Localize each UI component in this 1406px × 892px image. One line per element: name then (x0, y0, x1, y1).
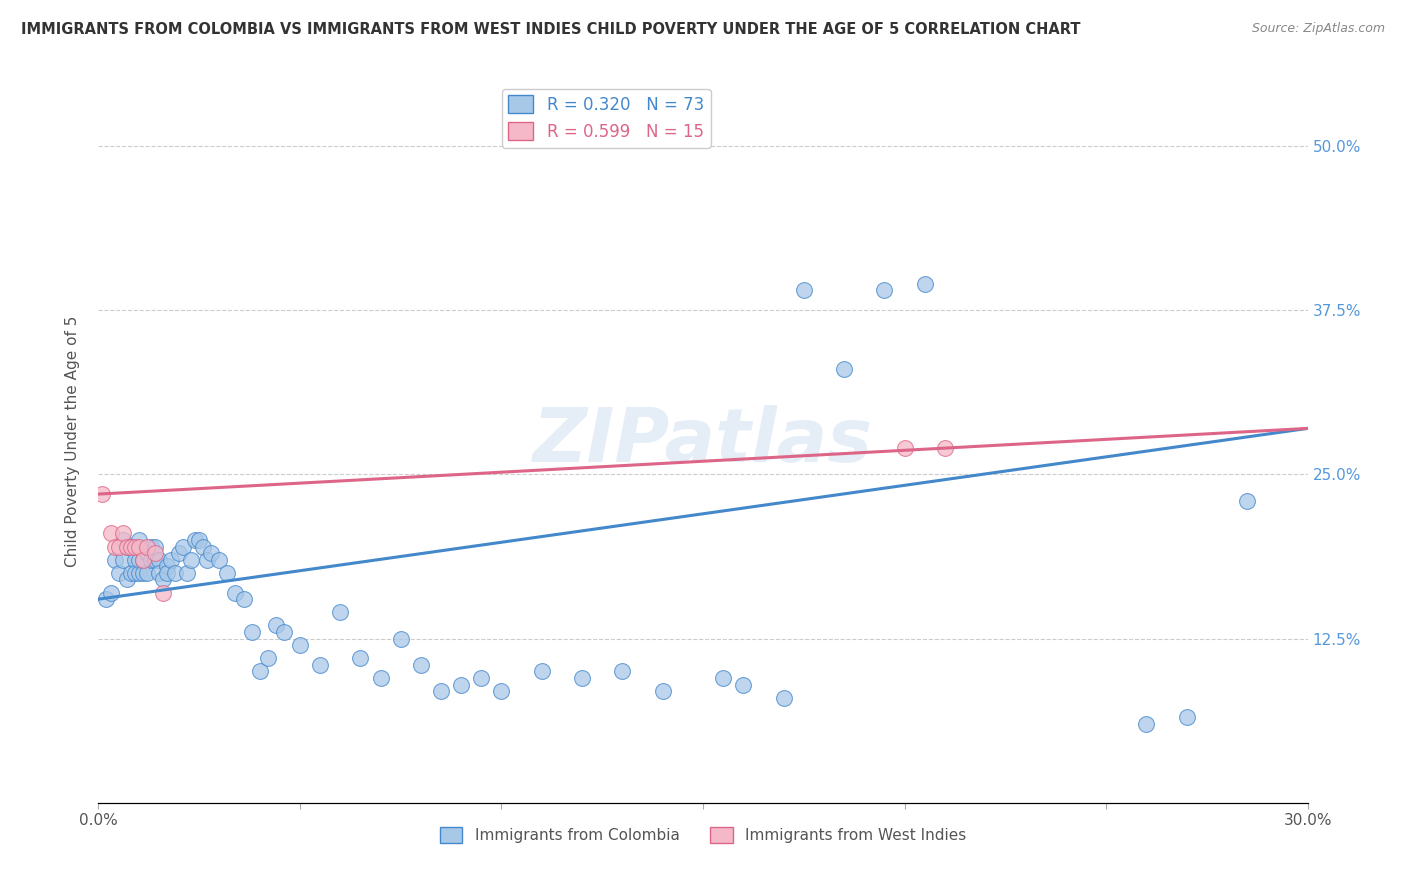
Point (91, 487, 114, 501)
Point (232, 592, 254, 607)
Point (217, 566, 239, 580)
Point (530, 665, 553, 679)
Point (111, 533, 134, 547)
Point (193, 540, 215, 554)
Point (389, 632, 412, 646)
Point (107, 566, 129, 580)
Point (893, 441, 915, 455)
Point (115, 573, 138, 587)
Point (160, 553, 183, 567)
Text: IMMIGRANTS FROM COLOMBIA VS IMMIGRANTS FROM WEST INDIES CHILD POVERTY UNDER THE : IMMIGRANTS FROM COLOMBIA VS IMMIGRANTS F… (21, 22, 1081, 37)
Point (128, 566, 150, 580)
Point (152, 573, 174, 587)
Point (180, 553, 202, 567)
Point (832, 362, 855, 376)
Point (115, 540, 138, 554)
Point (128, 553, 150, 567)
Point (256, 651, 278, 665)
Point (273, 625, 295, 640)
Point (172, 540, 194, 554)
Point (128, 540, 150, 554)
Point (96, 592, 118, 607)
Point (409, 657, 432, 672)
Point (100, 585, 122, 599)
Point (240, 625, 263, 640)
Point (1135, 717, 1157, 731)
Point (571, 671, 593, 685)
Point (188, 533, 211, 547)
Point (143, 553, 166, 567)
Point (100, 526, 122, 541)
Text: Source: ZipAtlas.com: Source: ZipAtlas.com (1251, 22, 1385, 36)
Text: ZIPatlas: ZIPatlas (533, 405, 873, 478)
Point (264, 618, 287, 632)
Point (329, 605, 352, 619)
Point (120, 566, 142, 580)
Point (156, 566, 179, 580)
Point (132, 566, 155, 580)
Point (772, 690, 794, 705)
Point (124, 566, 146, 580)
Point (450, 677, 472, 691)
Point (148, 553, 170, 567)
Point (208, 553, 231, 567)
Point (873, 284, 896, 298)
Point (115, 540, 138, 554)
Point (1175, 710, 1198, 724)
Point (128, 533, 150, 547)
Point (132, 553, 155, 567)
Point (309, 657, 332, 672)
Point (167, 546, 190, 560)
Point (793, 284, 815, 298)
Point (107, 540, 129, 554)
Point (1236, 493, 1258, 508)
Point (370, 671, 392, 685)
Point (184, 533, 207, 547)
Point (163, 566, 186, 580)
Point (124, 553, 146, 567)
Point (111, 526, 134, 541)
Point (491, 684, 513, 698)
Point (143, 540, 166, 554)
Point (132, 553, 155, 567)
Point (349, 651, 371, 665)
Point (148, 566, 170, 580)
Point (470, 671, 492, 685)
Point (176, 566, 198, 580)
Point (612, 665, 634, 679)
Point (120, 540, 142, 554)
Point (103, 540, 125, 554)
Point (430, 684, 453, 698)
Point (124, 540, 146, 554)
Point (288, 638, 311, 652)
Point (139, 540, 162, 554)
Point (200, 546, 222, 560)
Y-axis label: Child Poverty Under the Age of 5: Child Poverty Under the Age of 5 (65, 316, 80, 567)
Point (143, 546, 166, 560)
Point (249, 665, 271, 679)
Point (651, 684, 673, 698)
Point (914, 277, 936, 291)
Point (934, 441, 956, 455)
Point (103, 553, 125, 567)
Point (135, 546, 157, 560)
Point (139, 553, 162, 567)
Point (156, 559, 179, 574)
Point (711, 671, 734, 685)
Point (733, 677, 755, 691)
Point (195, 553, 218, 567)
Point (224, 585, 246, 599)
Point (120, 540, 142, 554)
Point (135, 540, 157, 554)
Point (111, 553, 134, 567)
Point (152, 585, 174, 599)
Point (135, 566, 157, 580)
Legend: Immigrants from Colombia, Immigrants from West Indies: Immigrants from Colombia, Immigrants fro… (433, 821, 973, 849)
